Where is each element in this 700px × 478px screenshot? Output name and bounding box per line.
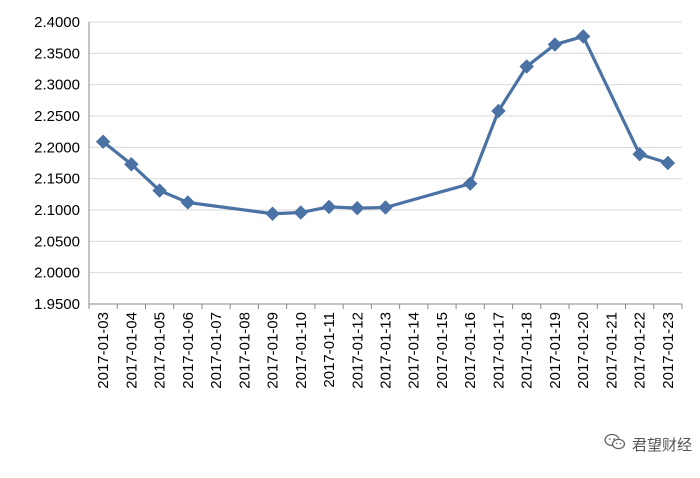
data-point bbox=[293, 205, 308, 220]
x-tick-label: 2017-01-19 bbox=[547, 312, 564, 389]
x-tick-label: 2017-01-16 bbox=[462, 312, 479, 389]
data-point bbox=[463, 176, 478, 191]
y-tick-label: 2.0000 bbox=[34, 265, 80, 282]
y-axis: 1.9500 2.0000 2.0500 2.1000 2.1500 2.2000 2.25… bbox=[34, 14, 90, 313]
y-tick-label: 1.9500 bbox=[34, 296, 80, 313]
y-tick-label: 2.2000 bbox=[34, 139, 80, 156]
x-tick-label: 2017-01-14 bbox=[406, 312, 423, 389]
x-tick-label: 2017-01-21 bbox=[603, 312, 620, 389]
y-tick-label: 2.3500 bbox=[34, 45, 80, 62]
y-tick-label: 2.3000 bbox=[34, 77, 80, 94]
x-tick-label: 2017-01-08 bbox=[236, 312, 253, 389]
data-point bbox=[124, 157, 139, 172]
y-tick-label: 2.2500 bbox=[34, 108, 80, 125]
data-point bbox=[547, 37, 563, 52]
x-tick-label: 2017-01-22 bbox=[632, 312, 649, 389]
data-point bbox=[519, 59, 534, 74]
x-tick-label: 2017-01-15 bbox=[434, 312, 451, 389]
data-point bbox=[265, 206, 280, 221]
series-polyline bbox=[102, 34, 669, 216]
data-point bbox=[575, 29, 591, 44]
x-axis: 2017-01-03 2017-01-04 2017-01-05 2017-01-06… bbox=[88, 304, 683, 389]
data-point bbox=[180, 195, 196, 210]
x-tick-label: 2017-01-12 bbox=[349, 312, 366, 389]
x-tick-label: 2017-01-23 bbox=[660, 312, 677, 389]
x-tick-label: 2017-01-07 bbox=[208, 312, 225, 389]
x-tick-label: 2017-01-09 bbox=[265, 312, 282, 389]
x-tick-label: 2017-01-20 bbox=[575, 312, 592, 389]
data-point bbox=[321, 199, 337, 215]
watermark-text: 君望财经 bbox=[631, 436, 692, 454]
data-point bbox=[632, 147, 647, 162]
data-point bbox=[491, 103, 506, 119]
y-tick-label: 2.4000 bbox=[34, 14, 80, 31]
series-line bbox=[95, 29, 676, 221]
x-tick-label: 2017-01-05 bbox=[152, 312, 169, 389]
y-tick-label: 2.1000 bbox=[34, 202, 80, 219]
data-point bbox=[152, 183, 167, 198]
x-tick-label: 2017-01-04 bbox=[123, 312, 140, 389]
data-point bbox=[660, 155, 676, 171]
x-tick-label: 2017-01-17 bbox=[490, 312, 507, 389]
data-point bbox=[378, 200, 393, 215]
gridlines bbox=[89, 21, 682, 305]
y-tick-label: 2.1500 bbox=[34, 171, 80, 188]
x-tick-label: 2017-01-18 bbox=[519, 312, 536, 389]
x-tick-label: 2017-01-11 bbox=[321, 312, 338, 388]
wechat-icon bbox=[604, 433, 626, 456]
x-tick-label: 2017-01-13 bbox=[378, 312, 395, 389]
watermark: 君望财经 bbox=[604, 433, 692, 456]
x-tick-label: 2017-01-10 bbox=[293, 312, 310, 389]
x-tick-label: 2017-01-03 bbox=[95, 312, 112, 389]
data-point bbox=[350, 200, 365, 216]
y-tick-label: 2.0500 bbox=[34, 233, 80, 250]
x-tick-label: 2017-01-06 bbox=[180, 312, 197, 389]
data-point bbox=[95, 134, 111, 149]
